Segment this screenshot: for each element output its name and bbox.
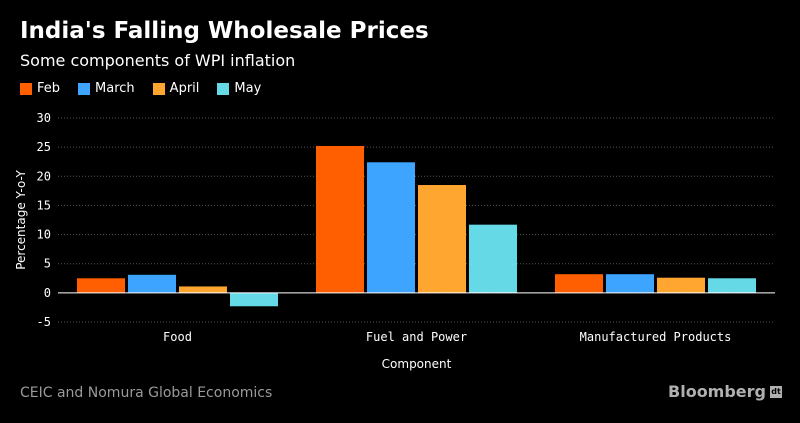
bar-april-fuel-and-power xyxy=(418,185,466,293)
bar-march-manufactured-products xyxy=(606,274,654,293)
bar-feb-food xyxy=(77,278,125,293)
x-tick-label: Manufactured Products xyxy=(580,330,732,344)
brand-logo: Bloomberg dt xyxy=(668,382,782,401)
brand-icon: dt xyxy=(770,386,782,398)
y-axis-label: Percentage Y-o-Y xyxy=(14,170,28,270)
bar-may-food xyxy=(230,293,278,306)
source-note: CEIC and Nomura Global Economics xyxy=(20,385,272,401)
x-tick-label: Food xyxy=(163,330,192,344)
y-tick-label: 5 xyxy=(44,257,51,271)
bar-may-fuel-and-power xyxy=(469,225,517,293)
y-tick-label: 30 xyxy=(37,111,51,125)
bar-april-manufactured-products xyxy=(657,278,705,293)
y-tick-label: 10 xyxy=(37,228,51,242)
y-tick-label: 15 xyxy=(37,198,51,212)
bar-chart: 30 25 20 15 10 5 0 -5 Percentage Y-o-Y Food Fuel a… xyxy=(0,0,800,423)
y-tick-label: 20 xyxy=(37,169,51,183)
bar-march-food xyxy=(128,275,176,293)
y-tick-label: -5 xyxy=(37,315,51,329)
brand-name: Bloomberg xyxy=(668,382,766,401)
bar-feb-fuel-and-power xyxy=(316,146,364,293)
x-tick-label: Fuel and Power xyxy=(366,330,467,344)
y-tick-label: 0 xyxy=(44,286,51,300)
bar-feb-manufactured-products xyxy=(555,274,603,293)
x-axis-label: Component xyxy=(382,357,452,371)
bar-march-fuel-and-power xyxy=(367,162,415,293)
bar-may-manufactured-products xyxy=(708,278,756,293)
y-tick-label: 25 xyxy=(37,140,51,154)
bar-april-food xyxy=(179,286,227,292)
